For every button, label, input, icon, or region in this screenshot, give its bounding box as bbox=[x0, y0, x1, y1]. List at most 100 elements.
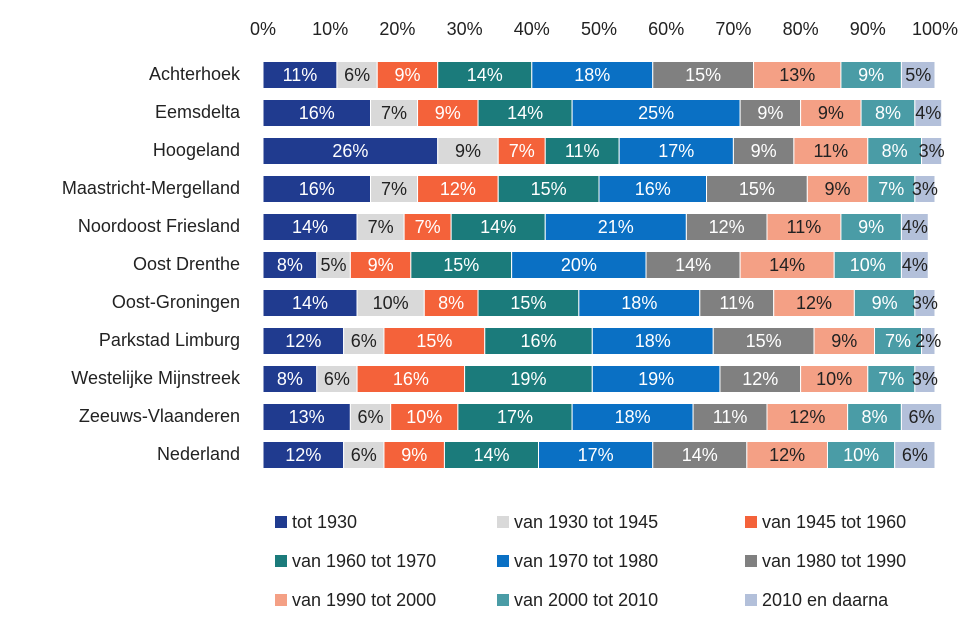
x-tick-label: 50% bbox=[581, 19, 617, 39]
bar-segment bbox=[766, 403, 849, 431]
data-label: 17% bbox=[497, 407, 533, 427]
legend-swatch bbox=[745, 516, 757, 528]
data-label: 8% bbox=[277, 369, 303, 389]
data-label: 15% bbox=[510, 293, 546, 313]
data-label: 18% bbox=[621, 293, 657, 313]
bar-segment bbox=[484, 327, 593, 355]
legend-swatch bbox=[497, 594, 509, 606]
y-tick-label: Nederland bbox=[157, 444, 240, 464]
data-label: 8% bbox=[862, 407, 888, 427]
bar-segment bbox=[262, 61, 338, 89]
data-label: 9% bbox=[401, 445, 427, 465]
bar-segment bbox=[921, 137, 943, 165]
data-label: 7% bbox=[878, 369, 904, 389]
data-label: 7% bbox=[509, 141, 535, 161]
data-label: 9% bbox=[831, 331, 857, 351]
data-label: 11% bbox=[565, 141, 600, 161]
y-tick-label: Oost-Groningen bbox=[112, 292, 240, 312]
data-label: 10% bbox=[406, 407, 442, 427]
legend-label: van 1980 tot 1990 bbox=[762, 551, 906, 571]
bar-segment bbox=[840, 213, 902, 241]
data-label: 9% bbox=[368, 255, 394, 275]
bar-segment bbox=[356, 289, 425, 317]
data-label: 14% bbox=[480, 217, 516, 237]
legend-swatch bbox=[745, 594, 757, 606]
bar-segment bbox=[262, 99, 372, 127]
data-label: 12% bbox=[789, 407, 825, 427]
bar-segment bbox=[746, 441, 828, 469]
data-label: 7% bbox=[368, 217, 394, 237]
data-label: 12% bbox=[796, 293, 832, 313]
x-tick-label: 20% bbox=[379, 19, 415, 39]
bar-segment bbox=[356, 213, 405, 241]
bar-segment bbox=[538, 441, 654, 469]
data-label: 14% bbox=[467, 65, 503, 85]
data-label: 12% bbox=[769, 445, 805, 465]
bar-segment bbox=[793, 137, 869, 165]
data-label: 18% bbox=[574, 65, 610, 85]
data-label: 12% bbox=[285, 331, 321, 351]
data-label: 7% bbox=[381, 179, 407, 199]
data-label: 18% bbox=[615, 407, 651, 427]
data-label: 9% bbox=[757, 103, 783, 123]
data-label: 7% bbox=[885, 331, 911, 351]
bar-segment bbox=[766, 213, 842, 241]
data-label: 10% bbox=[850, 255, 886, 275]
bar-segment bbox=[497, 137, 546, 165]
bar-segment bbox=[914, 365, 936, 393]
bar-segment bbox=[860, 99, 916, 127]
legend-label: van 1970 tot 1980 bbox=[514, 551, 658, 571]
legend-swatch bbox=[275, 594, 287, 606]
data-label: 12% bbox=[709, 217, 745, 237]
x-tick-label: 30% bbox=[447, 19, 483, 39]
legend-swatch bbox=[275, 516, 287, 528]
bar-segment bbox=[403, 213, 452, 241]
bar-segment bbox=[685, 213, 768, 241]
bar-segment bbox=[262, 327, 345, 355]
data-label: 6% bbox=[324, 369, 350, 389]
x-tick-label: 90% bbox=[850, 19, 886, 39]
bar-segment bbox=[739, 251, 835, 279]
y-tick-label: Zeeuws-Vlaanderen bbox=[79, 406, 240, 426]
bar-segment bbox=[464, 365, 593, 393]
data-label: 3% bbox=[912, 179, 938, 199]
bar-segment bbox=[316, 365, 358, 393]
y-tick-label: Parkstad Limburg bbox=[99, 330, 240, 350]
data-label: 8% bbox=[438, 293, 464, 313]
y-tick-label: Noordoost Friesland bbox=[78, 216, 240, 236]
bar-segment bbox=[450, 213, 546, 241]
y-tick-label: Maastricht-Mergelland bbox=[62, 178, 240, 198]
data-label: 16% bbox=[299, 179, 335, 199]
bar-segment bbox=[262, 365, 318, 393]
bar-segment bbox=[894, 441, 936, 469]
bar-segment bbox=[423, 289, 479, 317]
data-label: 4% bbox=[902, 255, 928, 275]
x-tick-label: 40% bbox=[514, 19, 550, 39]
data-label: 15% bbox=[531, 179, 567, 199]
data-label: 5% bbox=[321, 255, 347, 275]
bar-segment bbox=[443, 441, 540, 469]
data-label: 14% bbox=[473, 445, 509, 465]
data-label: 17% bbox=[578, 445, 614, 465]
bar-segment bbox=[343, 441, 385, 469]
data-label: 26% bbox=[332, 141, 368, 161]
x-tick-label: 0% bbox=[250, 19, 276, 39]
legend-label: van 2000 tot 2010 bbox=[514, 590, 658, 610]
data-label: 16% bbox=[299, 103, 335, 123]
bar-segment bbox=[591, 365, 721, 393]
bar-segment bbox=[914, 175, 936, 203]
data-label: 6% bbox=[351, 331, 377, 351]
data-label: 15% bbox=[739, 179, 775, 199]
bar-segment bbox=[390, 403, 459, 431]
bar-segment bbox=[645, 251, 741, 279]
bar-segment bbox=[900, 61, 936, 89]
bar-segment bbox=[826, 441, 896, 469]
data-label: 15% bbox=[416, 331, 452, 351]
bar-segment bbox=[840, 61, 902, 89]
data-label: 2% bbox=[915, 331, 941, 351]
data-label: 11% bbox=[713, 407, 748, 427]
bar-segment bbox=[262, 289, 358, 317]
data-label: 9% bbox=[858, 217, 884, 237]
bar-segment bbox=[349, 403, 392, 431]
data-label: 15% bbox=[443, 255, 479, 275]
